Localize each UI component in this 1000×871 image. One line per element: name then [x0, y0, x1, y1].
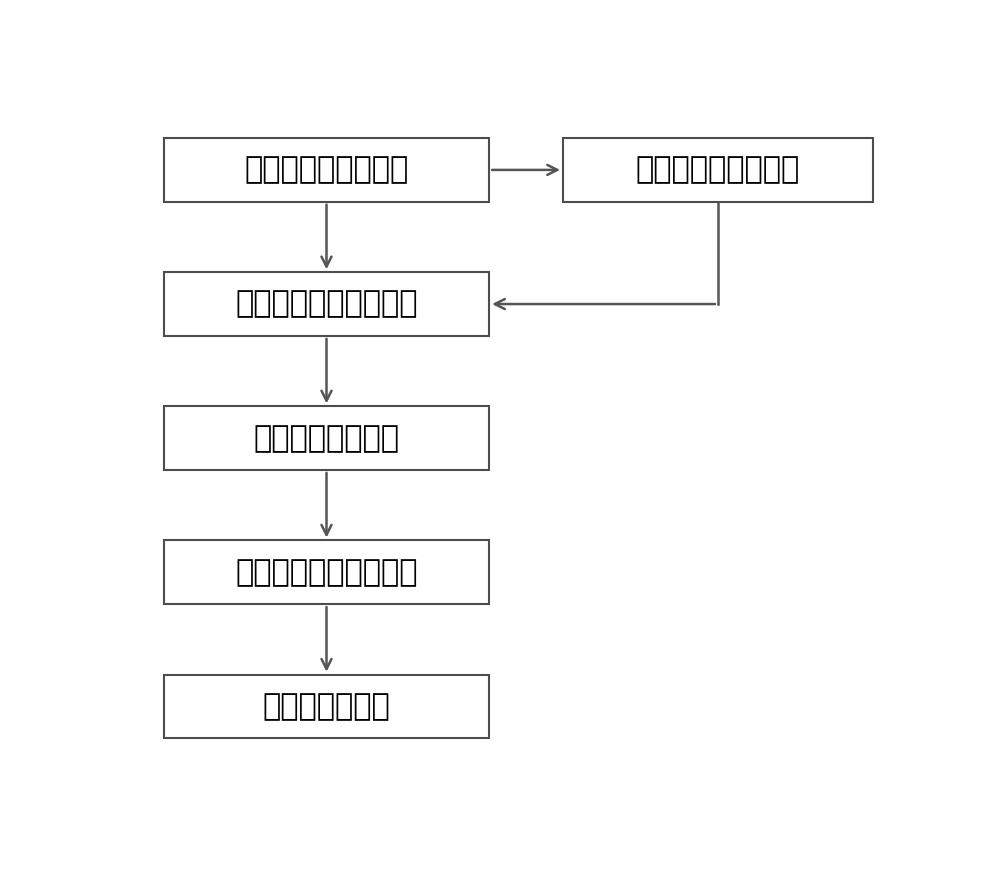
Text: 发射机发射探测信号: 发射机发射探测信号 — [244, 155, 409, 185]
Bar — [563, 138, 873, 202]
Text: 接收机接收到槽波信号: 接收机接收到槽波信号 — [235, 289, 418, 319]
Text: 信号的非正交分解: 信号的非正交分解 — [254, 423, 400, 453]
Text: 槽波信号多径谱: 槽波信号多径谱 — [263, 692, 390, 721]
Bar — [164, 406, 489, 470]
Text: 改变发射机发射角度: 改变发射机发射角度 — [636, 155, 800, 185]
Bar — [164, 540, 489, 604]
Text: 多个回波信号发生融合: 多个回波信号发生融合 — [235, 557, 418, 587]
Bar — [164, 674, 489, 739]
Bar — [164, 272, 489, 336]
Bar — [164, 138, 489, 202]
